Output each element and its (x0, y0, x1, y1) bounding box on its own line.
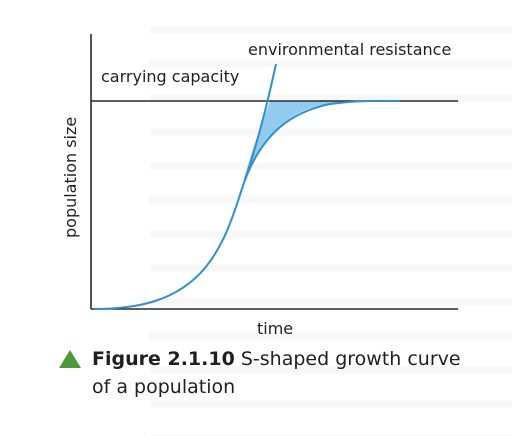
figure-number: Figure 2.1.10 (92, 348, 235, 370)
caption-triangle-icon (59, 350, 81, 368)
exponential-growth-curve (244, 63, 277, 181)
figure-caption: Figure 2.1.10 S-shaped growth curve of a… (59, 345, 481, 401)
caption-text-block: Figure 2.1.10 S-shaped growth curve of a… (92, 345, 481, 401)
growth-curve-diagram: environmental resistance carrying capaci… (61, 34, 458, 338)
s-shaped-growth-curve (93, 99, 401, 310)
x-axis-label: time (257, 319, 293, 338)
y-axis-label: population size (61, 117, 80, 238)
environmental-resistance-region (243, 101, 400, 183)
environmental-resistance-label: environmental resistance (248, 40, 451, 59)
carrying-capacity-label: carrying capacity (101, 67, 239, 86)
caption-text: S-shaped growth curve of a population (92, 348, 461, 398)
